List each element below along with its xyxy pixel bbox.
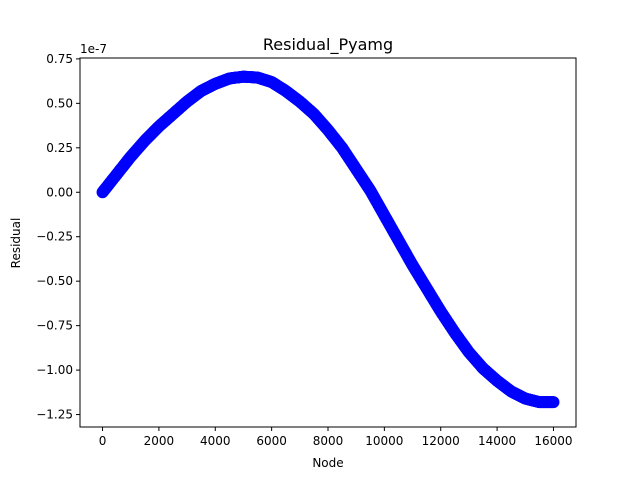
x-tick-label: 10000 — [365, 434, 403, 448]
x-tick-label: 16000 — [534, 434, 572, 448]
x-axis: 0 2000 4000 6000 8000 10000 12000 14000 16000 — [99, 427, 573, 448]
data-point — [547, 396, 560, 409]
y-axis: −1.25 −1.00 −0.75 −0.50 −0.25 0.00 0.25 0.50 0.7… — [36, 52, 80, 422]
y-tick-label: −1.25 — [36, 408, 73, 422]
y-tick-label: −0.50 — [36, 274, 73, 288]
y-axis-label: Residual — [9, 218, 23, 269]
plot-area — [96, 70, 560, 409]
x-tick-label: 4000 — [200, 434, 231, 448]
x-axis-label: Node — [312, 456, 343, 470]
x-tick-label: 6000 — [256, 434, 287, 448]
chart-title: Residual_Pyamg — [263, 35, 393, 55]
x-tick-label: 2000 — [144, 434, 175, 448]
y-scale-label: 1e-7 — [80, 42, 107, 56]
y-tick-label: 0.00 — [46, 185, 73, 199]
x-tick-label: 0 — [99, 434, 107, 448]
y-tick-label: −1.00 — [36, 363, 73, 377]
x-tick-label: 14000 — [478, 434, 516, 448]
y-tick-label: −0.25 — [36, 230, 73, 244]
x-tick-label: 8000 — [313, 434, 344, 448]
y-tick-label: −0.75 — [36, 319, 73, 333]
x-tick-label: 12000 — [422, 434, 460, 448]
y-tick-label: 0.75 — [46, 52, 73, 66]
y-tick-label: 0.25 — [46, 141, 73, 155]
y-tick-label: 0.50 — [46, 96, 73, 110]
